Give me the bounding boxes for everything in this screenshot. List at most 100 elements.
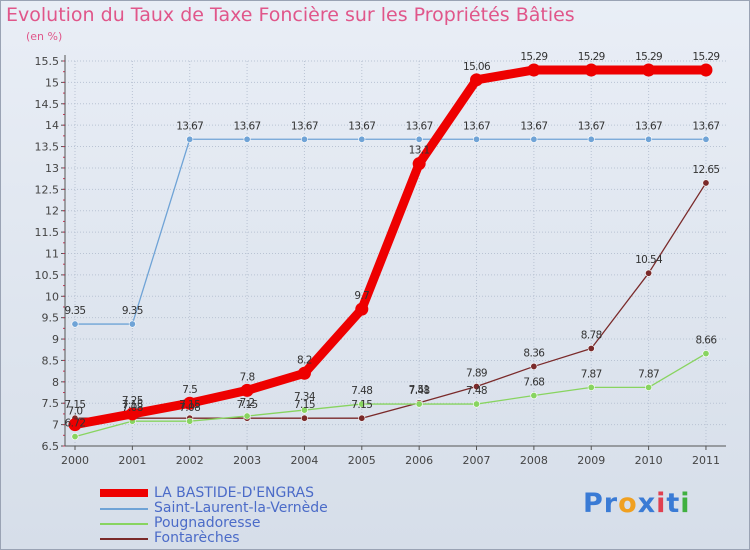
data-label: 15.29 <box>578 51 605 63</box>
data-label: 7.15 <box>237 399 258 411</box>
legend-swatch-pougnadoresse <box>100 523 148 525</box>
data-point <box>71 433 79 441</box>
y-tick-label: 10.5 <box>35 269 60 282</box>
data-label: 7.2 <box>240 397 255 409</box>
data-point <box>240 383 254 397</box>
data-label: 7.89 <box>466 368 487 380</box>
data-point <box>183 396 197 410</box>
x-tick-label: 2000 <box>61 454 89 467</box>
data-point <box>530 362 538 370</box>
y-tick-label: 11 <box>45 248 59 261</box>
data-label: 8.78 <box>581 329 602 341</box>
logo-letter: i <box>680 488 691 519</box>
data-label: 15.29 <box>520 51 547 63</box>
logo-letter: t <box>666 488 681 519</box>
data-label: 7.0 <box>68 406 83 418</box>
series-line <box>74 182 707 419</box>
legend-label-fontareches: Fontarèches <box>154 530 240 546</box>
logo-letter: P <box>583 488 604 519</box>
y-tick-label: 9 <box>52 333 59 346</box>
data-label: 13.67 <box>635 120 662 132</box>
data-point <box>300 414 308 422</box>
x-tick-label: 2009 <box>577 454 605 467</box>
data-label: 8.2 <box>297 354 312 366</box>
x-tick-label: 2002 <box>176 454 204 467</box>
data-label: 15.29 <box>635 51 662 63</box>
data-label: 15.29 <box>692 51 719 63</box>
data-point <box>300 406 308 414</box>
data-label: 7.08 <box>179 402 200 414</box>
data-point <box>243 412 251 420</box>
data-label: 7.15 <box>294 399 315 411</box>
data-point <box>358 414 366 422</box>
data-point <box>186 135 194 143</box>
data-point <box>702 350 710 358</box>
data-label: 15.06 <box>463 61 491 73</box>
y-tick-label: 11.5 <box>35 226 60 239</box>
data-point <box>530 135 538 143</box>
data-point <box>300 135 308 143</box>
data-point <box>473 400 481 408</box>
data-label: 7.87 <box>638 368 659 380</box>
y-tick-label: 13.5 <box>35 141 60 154</box>
y-tick-label: 14.5 <box>35 98 60 111</box>
data-label: 13.67 <box>234 120 261 132</box>
legend-swatch-fontareches <box>100 538 148 540</box>
y-tick-label: 15.5 <box>35 55 60 68</box>
y-tick-label: 6.5 <box>42 440 60 453</box>
data-point <box>530 392 538 400</box>
data-point <box>645 135 653 143</box>
data-label: 7.25 <box>122 395 143 407</box>
data-point <box>584 63 598 77</box>
data-point <box>527 63 541 77</box>
data-label: 7.5 <box>182 384 197 396</box>
y-tick-label: 10 <box>45 290 59 303</box>
x-tick-label: 2008 <box>520 454 548 467</box>
data-label: 13.67 <box>348 120 375 132</box>
y-tick-label: 8.5 <box>42 354 60 367</box>
proxiti-logo: Proxiti <box>583 488 691 519</box>
data-label: 13.67 <box>520 120 547 132</box>
data-label: 13.67 <box>692 120 719 132</box>
data-point <box>415 135 423 143</box>
data-label: 7.08 <box>122 402 143 414</box>
data-point <box>412 157 426 171</box>
series-line <box>74 138 707 325</box>
data-point <box>587 383 595 391</box>
data-point <box>128 320 136 328</box>
data-point <box>473 135 481 143</box>
data-point <box>68 418 82 432</box>
data-label: 7.48 <box>466 385 487 397</box>
y-tick-label: 13 <box>45 162 59 175</box>
data-label: 7.15 <box>351 399 372 411</box>
data-label: 7.8 <box>240 371 255 383</box>
logo-letter: x <box>637 488 657 519</box>
data-point <box>125 407 139 421</box>
y-tick-label: 7.5 <box>42 397 60 410</box>
legend-swatch-la-bastide <box>100 489 148 497</box>
data-label: 7.87 <box>581 368 602 380</box>
data-label: 8.66 <box>695 335 717 347</box>
data-point <box>415 400 423 408</box>
x-tick-label: 2003 <box>233 454 261 467</box>
data-point <box>587 344 595 352</box>
data-label: 13.67 <box>578 120 605 132</box>
y-tick-label: 14 <box>45 119 59 132</box>
y-tick-label: 15 <box>45 76 59 89</box>
legend-label-saint-laurent: Saint-Laurent-la-Vernède <box>154 500 328 516</box>
data-point <box>358 135 366 143</box>
data-point <box>355 302 369 316</box>
data-point <box>699 63 713 77</box>
x-tick-label: 2005 <box>348 454 376 467</box>
data-label: 7.48 <box>351 385 372 397</box>
x-tick-label: 2006 <box>405 454 433 467</box>
legend-swatch-saint-laurent <box>100 508 148 510</box>
data-label: 7.51 <box>409 384 430 396</box>
data-point <box>358 400 366 408</box>
logo-letter: i <box>656 488 667 519</box>
data-point <box>702 135 710 143</box>
data-point <box>470 73 484 87</box>
data-point <box>587 135 595 143</box>
data-label: 13.67 <box>176 120 203 132</box>
